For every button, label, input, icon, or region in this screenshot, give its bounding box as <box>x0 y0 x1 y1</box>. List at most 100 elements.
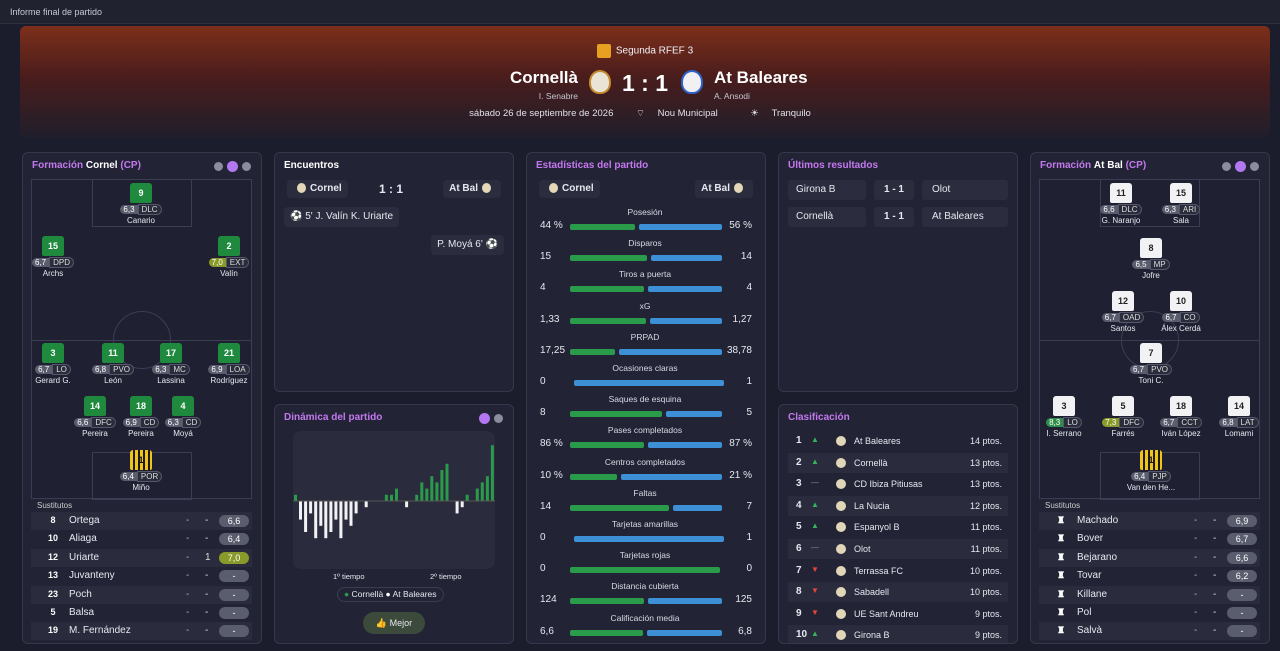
table-row[interactable]: 6 — Olot 11 ptos. <box>788 539 1008 559</box>
result-row[interactable]: Girona B 1 - 1 Olot <box>788 180 1008 202</box>
sub-row[interactable]: 10 Aliaga - -6,4 <box>31 530 252 548</box>
sub-row[interactable]: ♜ Bejarano - -6,6 <box>1039 548 1260 567</box>
stat-home-bar <box>570 348 615 355</box>
result-away: At Baleares <box>922 207 1008 227</box>
player-rating: 6,8 LAT <box>1211 417 1267 428</box>
table-row[interactable]: 3 — CD Ibiza Pitiusas 13 ptos. <box>788 474 1008 494</box>
dynamics-bar <box>420 482 424 501</box>
table-points: 13 ptos. <box>969 457 1002 468</box>
dynamics-bar <box>490 445 494 501</box>
player-rating: 6,8 PVO <box>85 364 141 375</box>
player[interactable]: 18 6,9 CD Pereira <box>113 396 169 438</box>
player-name: Lomami <box>1224 429 1254 438</box>
player[interactable]: 14 6,6 DFC Pereira <box>67 396 123 438</box>
away-team[interactable]: At Baleares A. Ansodi <box>714 68 808 101</box>
table-row[interactable]: 2 ▲ Cornellà 13 ptos. <box>788 452 1008 473</box>
dyn-dot-2[interactable] <box>494 414 503 423</box>
table-row[interactable]: 5 ▲ Espanyol B 11 ptos. <box>788 517 1008 537</box>
dyn-legend: ● Cornellà ● At Baleares <box>337 587 444 602</box>
dynamics-bar <box>485 476 489 501</box>
away-coach[interactable]: A. Ansodi <box>714 91 750 101</box>
player-name: Pereira <box>128 429 154 438</box>
best-button[interactable]: 👍 Mejor <box>363 612 425 634</box>
player-name: Lassina <box>157 376 185 385</box>
stat-label: Tarjetas rojas <box>619 550 671 561</box>
sub-number: 8 <box>50 515 56 525</box>
stat-home-bar <box>570 442 644 449</box>
table-row[interactable]: 4 ▲ La Nucia 12 ptos. <box>788 495 1008 516</box>
player[interactable]: 18 6,7 CCT Iván López <box>1153 396 1209 438</box>
table-team: Girona B <box>854 630 890 641</box>
away-view-dot-3[interactable] <box>1250 162 1259 171</box>
home-chip[interactable]: Cornel <box>287 180 348 198</box>
sub-row[interactable]: 19 M. Fernández - - - <box>31 622 252 641</box>
player[interactable]: 1 6,4 POR Miño <box>113 450 169 492</box>
player[interactable]: 3 6,7 LO Gerard G. <box>25 343 81 385</box>
home-lineup-title: Formación Cornel (CP) <box>32 160 141 171</box>
player[interactable]: 21 6,9 LOA Rodríguez <box>201 343 257 385</box>
player-rating: 6,3 MC <box>143 364 199 375</box>
sub-name: M. Fernández <box>69 625 131 637</box>
view-dot-1[interactable] <box>214 162 223 171</box>
goal-event-home[interactable]: ⚽ 5' J. Valín K. Uriarte <box>284 207 400 227</box>
sub-row[interactable]: ♜ Bover - -6,7 <box>1039 530 1260 548</box>
away-view-dot-1[interactable] <box>1222 162 1231 171</box>
player[interactable]: 7 6,7 PVO Toni C. <box>1123 343 1179 385</box>
sub-row[interactable]: 8 Ortega - -6,6 <box>31 512 252 530</box>
sub-row[interactable]: 5 Balsa - - - <box>31 604 252 622</box>
player[interactable]: 4 6,3 CD Moyá <box>155 396 211 438</box>
trend-eq-icon: — <box>811 478 819 488</box>
player[interactable]: 8 6,5 MP Jofre <box>1123 238 1179 280</box>
player[interactable]: 17 6,3 MC Lassina <box>143 343 199 385</box>
home-team[interactable]: Cornellà I. Senabre <box>510 68 578 101</box>
sub-row[interactable]: ♜ Machado - -6,9 <box>1039 512 1260 530</box>
sub-goals: - <box>186 588 190 600</box>
player[interactable]: 2 7,0 EXT Valín <box>201 236 257 278</box>
player[interactable]: 9 6,3 DLC Canario <box>113 183 169 225</box>
player[interactable]: 10 6,7 CO Álex Cerdá <box>1153 291 1209 333</box>
sub-row[interactable]: 12 Uriarte - 1 7,0 <box>31 548 252 567</box>
player-rating: 6,7 OAD <box>1095 312 1151 323</box>
result-row[interactable]: Cornellà 1 - 1 At Baleares <box>788 207 1008 229</box>
sub-assists: - <box>1213 625 1217 637</box>
sub-row[interactable]: ♜ Tovar - -6,2 <box>1039 567 1260 585</box>
table-row[interactable]: 1 ▲ At Baleares 14 ptos. <box>788 431 1008 451</box>
sub-row[interactable]: ♜ Pol - - - <box>1039 604 1260 622</box>
player[interactable]: 11 6,6 DLC G. Naranjo <box>1093 183 1149 225</box>
home-team-name[interactable]: Cornellà <box>509 68 578 87</box>
player[interactable]: 14 6,8 LAT Lomami <box>1211 396 1267 438</box>
player[interactable]: 12 6,7 OAD Santos <box>1095 291 1151 333</box>
sub-name: Bover <box>1077 533 1104 545</box>
sub-assists: 1 <box>205 551 211 563</box>
table-row[interactable]: 8 ▼ Sabadell 10 ptos. <box>788 582 1008 603</box>
player-name: Archs <box>42 269 64 278</box>
player[interactable]: 1 6,4 PJP Van den He... <box>1123 450 1179 492</box>
stats-away-chip[interactable]: At Bal <box>695 180 753 198</box>
player[interactable]: 5 7,3 DFC Farrés <box>1095 396 1151 438</box>
away-view-dot-2[interactable] <box>1235 161 1246 172</box>
away-team-name[interactable]: At Baleares <box>714 68 808 87</box>
view-dot-3[interactable] <box>242 162 251 171</box>
player[interactable]: 11 6,8 PVO León <box>85 343 141 385</box>
player[interactable]: 15 6,7 DPD Archs <box>25 236 81 278</box>
player[interactable]: 3 8,3 LO I. Serrano <box>1036 396 1092 438</box>
sub-row[interactable]: 23 Poch - - - <box>31 585 252 604</box>
goal-event-away[interactable]: P. Moyá 6' ⚽ <box>431 235 504 255</box>
table-row[interactable]: 9 ▼ UE Sant Andreu 9 ptos. <box>788 604 1008 624</box>
table-row[interactable]: 10 ▲ Girona B 9 ptos. <box>788 625 1008 643</box>
trophy-icon: ♜ <box>1056 533 1066 544</box>
sub-name: Killane <box>1077 588 1108 600</box>
team-crest-icon <box>836 479 846 490</box>
view-dot-2[interactable] <box>227 161 238 172</box>
stats-home-chip[interactable]: Cornel <box>539 180 600 198</box>
sub-row[interactable]: 13 Juvanteny - - - <box>31 567 252 585</box>
home-coach[interactable]: I. Senabre <box>538 91 578 101</box>
sub-row[interactable]: ♜ Killane - - - <box>1039 585 1260 604</box>
dyn-dot-1[interactable] <box>479 413 490 424</box>
table-position: 9 <box>796 607 802 619</box>
sub-row[interactable]: ♜ Salvà - - - <box>1039 622 1260 641</box>
player[interactable]: 15 6,3 ARI Sala <box>1153 183 1209 225</box>
shirt-icon: 15 <box>1170 183 1192 203</box>
table-row[interactable]: 7 ▼ Terrassa FC 10 ptos. <box>788 561 1008 581</box>
away-chip[interactable]: At Bal <box>443 180 501 198</box>
